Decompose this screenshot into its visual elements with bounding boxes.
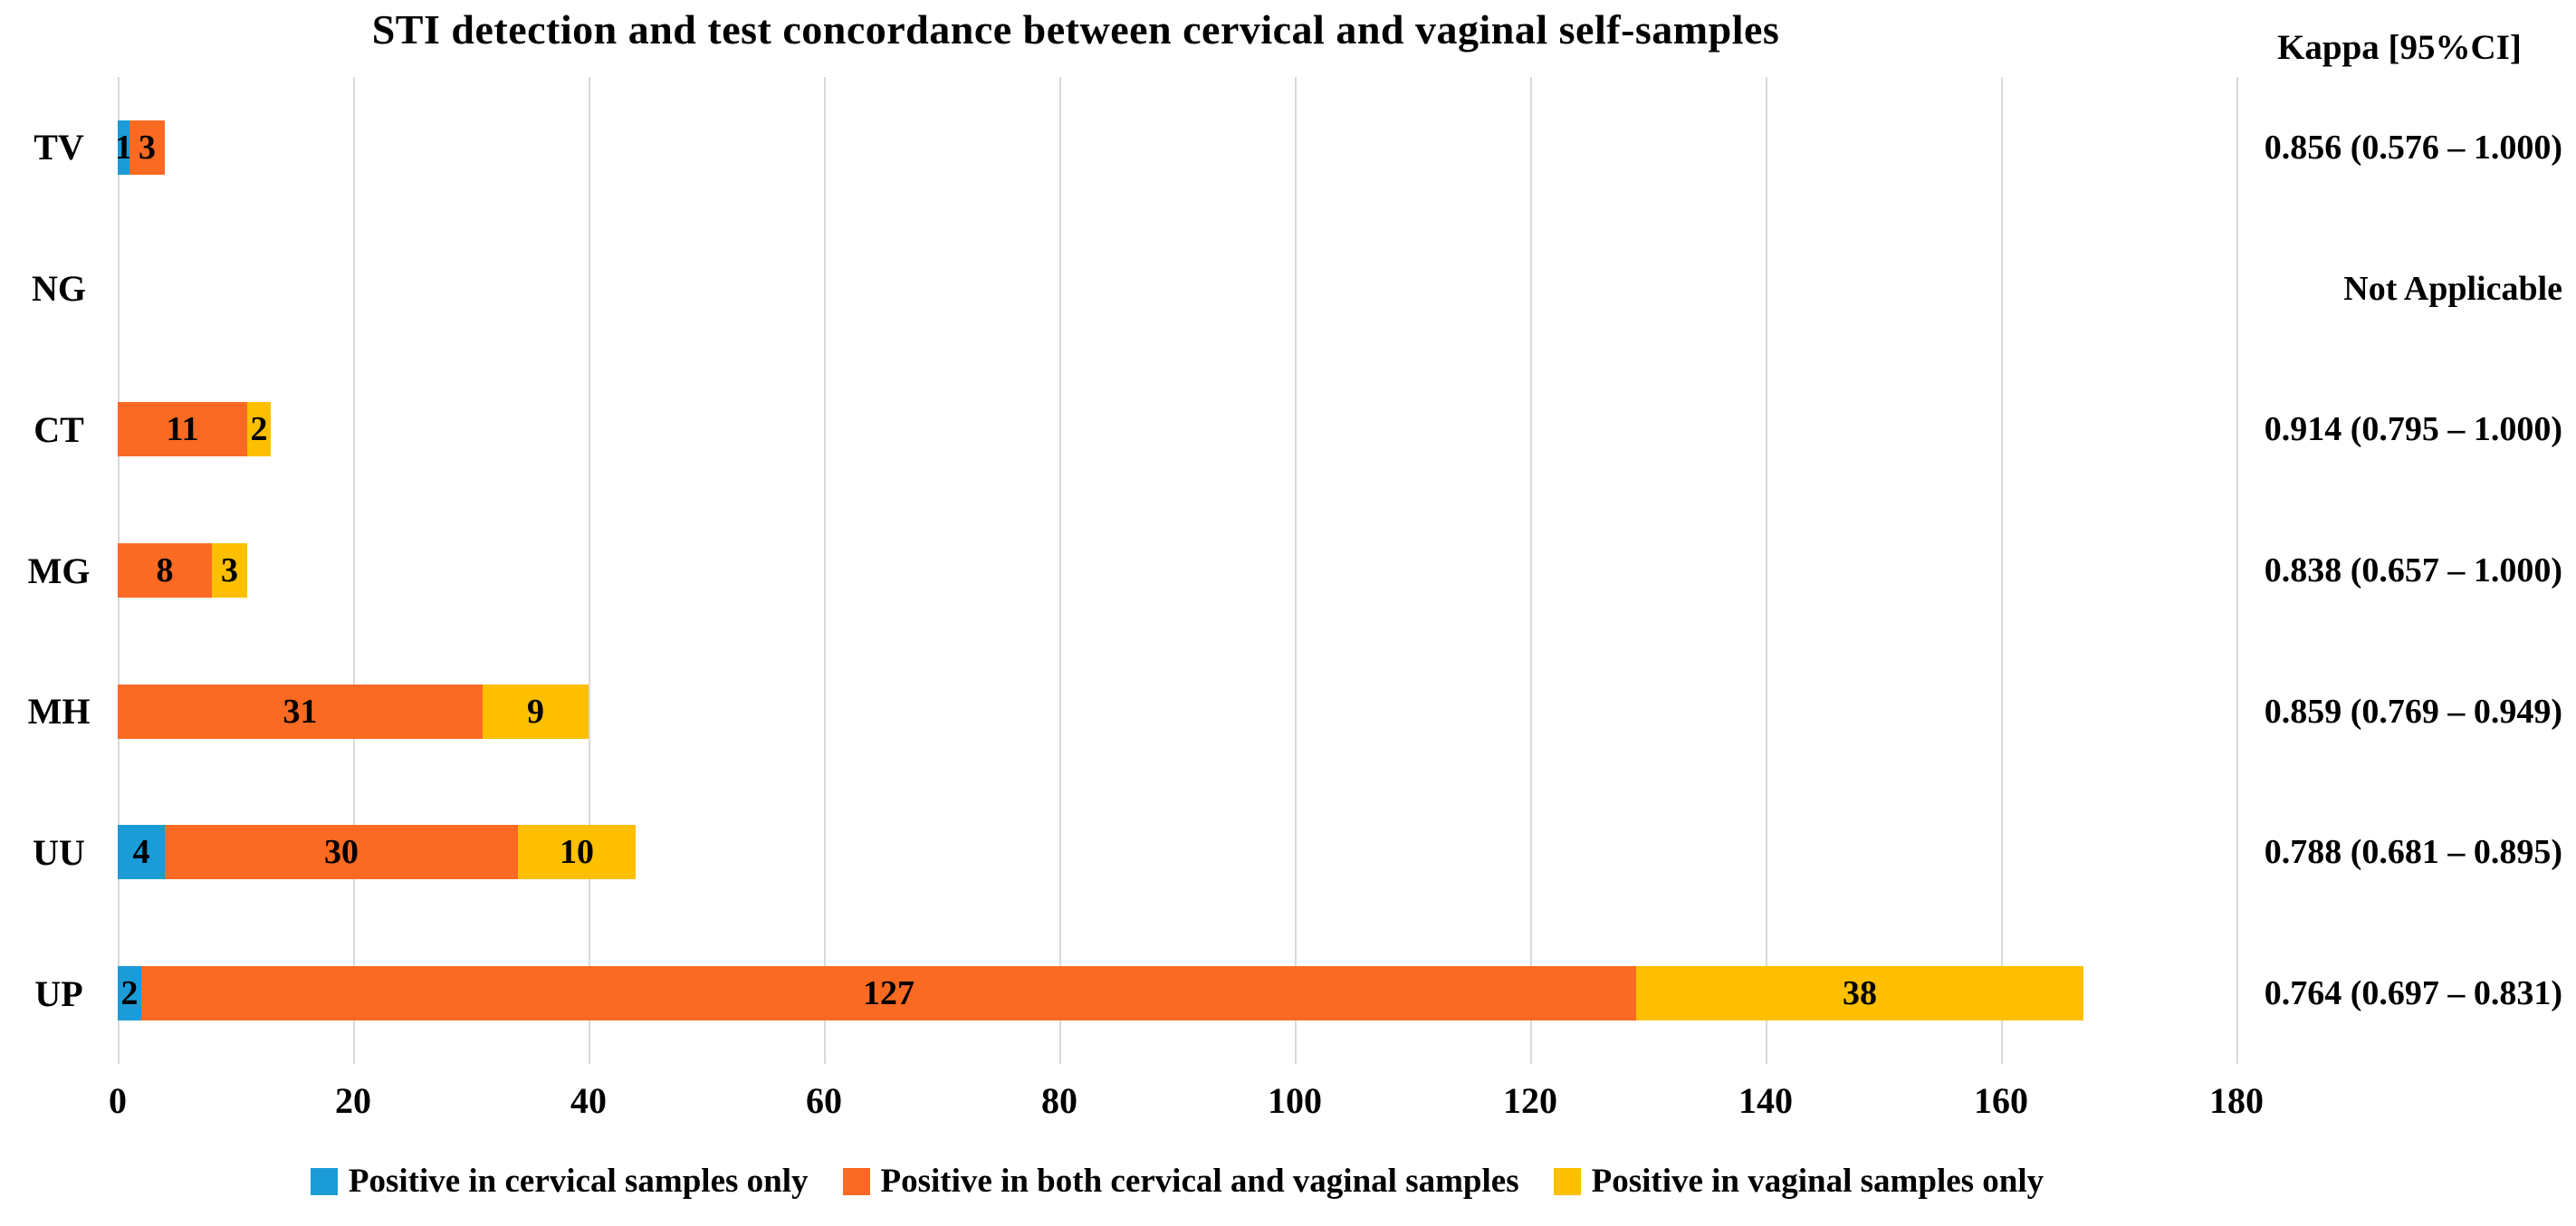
- plot-area: 1 3 11 2 8 3 31 9 4 30 10 2 127 38: [115, 77, 2238, 1064]
- category-label-up: UP: [34, 972, 83, 1014]
- bar-row-ct: 11 2: [118, 359, 2236, 500]
- legend-label: Positive in vaginal samples only: [1591, 1163, 2045, 1200]
- stacked-bar-up: 2 127 38: [118, 966, 2236, 1021]
- bar-value-label: 4: [132, 833, 150, 872]
- stacked-bar-mh: 31 9: [118, 684, 2236, 739]
- bar-segment: 31: [118, 684, 483, 739]
- bar-value-label: 38: [1842, 974, 1877, 1013]
- x-tick-label-0: 0: [109, 1080, 127, 1121]
- kappa-value-ng: Not Applicable: [2343, 269, 2562, 308]
- bar-row-ng: [118, 218, 2236, 359]
- legend-swatch-icon: [1553, 1167, 1581, 1195]
- bar-value-label: 2: [120, 974, 139, 1013]
- x-tick-label-60: 60: [806, 1080, 842, 1121]
- bar-segment: 4: [118, 825, 165, 880]
- bar-segment: 9: [482, 684, 589, 739]
- bar-value-label: 1: [115, 128, 132, 167]
- bar-value-label: 10: [559, 833, 594, 872]
- y-axis-category-labels: TV NG CT MG MH UU UP: [0, 77, 118, 1064]
- bar-segment: 10: [517, 825, 636, 880]
- x-tick-label-100: 100: [1268, 1080, 1322, 1121]
- bar-value-label: 8: [156, 551, 174, 590]
- bar-segment: 30: [164, 825, 518, 880]
- x-tick-label-80: 80: [1040, 1080, 1077, 1121]
- bar-segment: 11: [118, 402, 247, 457]
- kappa-value-mh: 0.859 (0.769 – 0.949): [2264, 692, 2562, 731]
- bar-segment: 2: [118, 966, 141, 1021]
- category-label-mh: MH: [27, 691, 91, 733]
- stacked-bar-ng: [118, 262, 2236, 316]
- bar-segment: 127: [140, 966, 1636, 1021]
- x-tick-label-120: 120: [1503, 1080, 1557, 1121]
- x-tick-label-40: 40: [570, 1080, 607, 1121]
- bar-segment: 8: [118, 543, 212, 599]
- legend-label: Positive in both cervical and vaginal sa…: [880, 1163, 1519, 1200]
- bar-value-label: 2: [250, 410, 268, 449]
- chart-title: STI detection and test concordance betwe…: [371, 6, 1780, 53]
- kappa-value-up: 0.764 (0.697 – 0.831): [2264, 974, 2562, 1013]
- bar-value-label: 3: [220, 551, 238, 590]
- kappa-value-column: 0.856 (0.576 – 1.000) Not Applicable 0.914…: [2236, 77, 2576, 1064]
- category-label-mg: MG: [27, 550, 91, 591]
- legend-swatch-icon: [310, 1167, 338, 1195]
- bar-value-label: 127: [862, 974, 915, 1013]
- x-tick-label-140: 140: [1738, 1080, 1793, 1121]
- legend-label: Positive in cervical samples only: [348, 1163, 809, 1200]
- kappa-value-tv: 0.856 (0.576 – 1.000): [2264, 128, 2562, 167]
- kappa-value-mg: 0.838 (0.657 – 1.000): [2264, 551, 2562, 590]
- category-label-uu: UU: [33, 831, 85, 873]
- bar-segment: 2: [247, 402, 271, 457]
- bar-value-label: 3: [138, 128, 156, 167]
- kappa-value-ct: 0.914 (0.795 – 1.000): [2264, 410, 2562, 449]
- bar-value-label: 11: [166, 410, 199, 449]
- bar-value-label: 9: [526, 692, 544, 731]
- bar-row-uu: 4 30 10: [118, 782, 2236, 924]
- bar-value-label: 30: [323, 833, 359, 872]
- x-tick-label-20: 20: [334, 1080, 371, 1121]
- category-label-ct: CT: [34, 408, 84, 450]
- bar-row-up: 2 127 38: [118, 923, 2236, 1064]
- x-tick-label-160: 160: [1973, 1080, 2028, 1121]
- legend-item: Positive in both cervical and vaginal sa…: [842, 1162, 1519, 1201]
- category-label-tv: TV: [34, 127, 84, 168]
- bar-row-mh: 31 9: [118, 641, 2236, 782]
- legend: Positive in cervical samples only Positiv…: [118, 1162, 2236, 1201]
- bar-segment: 3: [211, 543, 247, 599]
- x-axis: 0 20 40 60 80 100 120 140 160 180: [109, 1079, 2264, 1134]
- kappa-column-header: Kappa [95%CI]: [2277, 28, 2522, 67]
- kappa-value-uu: 0.788 (0.681 – 0.895): [2264, 833, 2562, 872]
- bar-segment: 1: [115, 120, 132, 175]
- bar-segment: 3: [129, 120, 165, 175]
- stacked-bar-uu: 4 30 10: [118, 825, 2236, 880]
- legend-item: Positive in vaginal samples only: [1553, 1162, 2045, 1201]
- bar-value-label: 31: [282, 692, 318, 731]
- x-tick-label-180: 180: [2209, 1080, 2264, 1121]
- stacked-bar-ct: 11 2: [118, 402, 2236, 457]
- category-label-ng: NG: [32, 268, 86, 310]
- legend-item: Positive in cervical samples only: [310, 1162, 809, 1201]
- legend-swatch-icon: [842, 1167, 870, 1195]
- bar-segment: 38: [1635, 966, 2083, 1021]
